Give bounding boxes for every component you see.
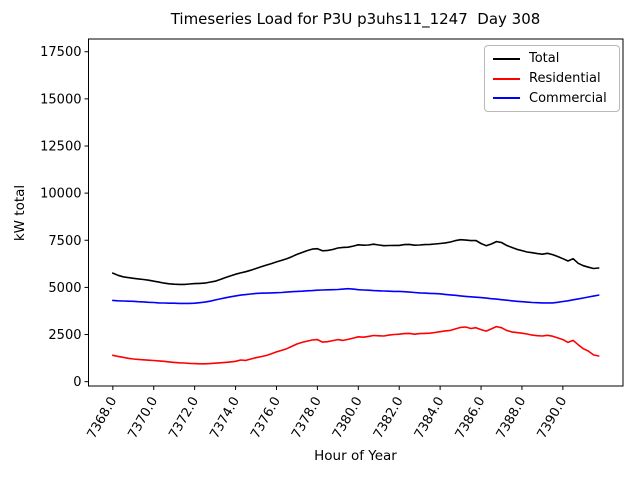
y-tick-label: 10000 (40, 187, 81, 202)
y-axis-label: kW total (12, 184, 28, 242)
x-tick-label: 7372.0 (166, 395, 202, 442)
total-line-swatch (493, 57, 520, 60)
x-tick-label: 7376.0 (248, 395, 284, 442)
chart-title: Timeseries Load for P3U p3uhs11_1247 Day… (170, 10, 541, 28)
series-line-commercial (112, 287, 600, 305)
legend-row-total: Total (485, 49, 619, 69)
commercial-line-swatch (493, 97, 520, 100)
series-line-total (112, 238, 600, 286)
legend: Total Residential Commercial (484, 45, 620, 112)
x-tick-label: 7386.0 (453, 395, 489, 442)
legend-row-commercial: Commercial (485, 88, 619, 108)
x-tick-label: 7378.0 (289, 395, 325, 442)
legend-label-residential: Residential (529, 71, 601, 86)
legend-label-commercial: Commercial (529, 90, 607, 106)
x-tick-label: 7370.0 (125, 395, 161, 442)
axes-spines (88, 38, 624, 387)
x-tick-label: 7374.0 (207, 395, 243, 442)
x-tick-label: 7368.0 (85, 395, 121, 442)
legend-row-residential: Residential (485, 69, 619, 89)
residential-line-swatch (493, 77, 520, 80)
x-tick-label: 7380.0 (330, 395, 366, 442)
y-tick-label: 12500 (40, 139, 81, 154)
x-tick-label: 7390.0 (535, 395, 571, 442)
x-tick-label: 7382.0 (371, 395, 407, 442)
legend-label-total: Total (529, 51, 560, 67)
y-tick-label: 2500 (48, 328, 81, 343)
y-tick-label: 15000 (40, 92, 81, 107)
x-tick-label: 7388.0 (494, 395, 530, 442)
y-tick-label: 0 (73, 375, 81, 390)
y-tick-label: 5000 (48, 281, 81, 296)
x-tick-label: 7384.0 (412, 395, 448, 442)
y-tick-label: 17500 (40, 45, 81, 60)
y-tick-label: 7500 (48, 234, 81, 249)
series-line-residential (112, 325, 600, 365)
x-axis-label: Hour of Year (314, 448, 397, 464)
